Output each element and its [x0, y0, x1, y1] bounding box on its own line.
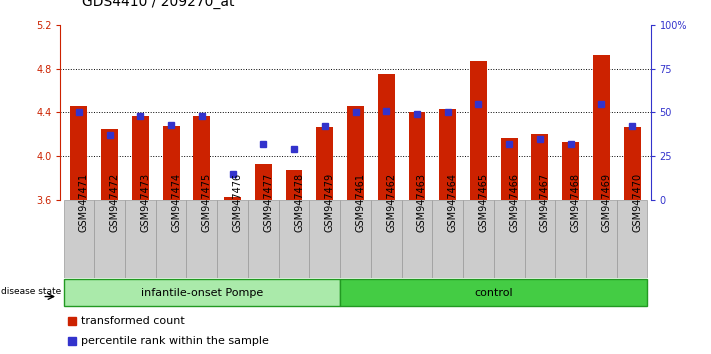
Bar [432, 200, 463, 278]
Text: percentile rank within the sample: percentile rank within the sample [81, 336, 269, 346]
Bar [378, 74, 395, 200]
Text: GSM947477: GSM947477 [263, 173, 273, 232]
Text: infantile-onset Pompe: infantile-onset Pompe [141, 288, 263, 298]
Bar [371, 200, 402, 278]
Bar [125, 200, 156, 278]
Bar [156, 200, 186, 278]
Bar [286, 170, 302, 200]
Bar [531, 134, 548, 200]
Bar [63, 279, 340, 307]
Text: GSM947470: GSM947470 [632, 173, 642, 232]
Text: GSM947461: GSM947461 [356, 173, 365, 232]
Bar [470, 61, 487, 200]
Bar [163, 126, 180, 200]
Text: GSM947467: GSM947467 [540, 173, 550, 232]
Bar [593, 56, 610, 200]
Bar [316, 127, 333, 200]
Bar [340, 200, 371, 278]
Text: GSM947474: GSM947474 [171, 173, 181, 232]
Bar [217, 200, 248, 278]
Text: GSM947476: GSM947476 [232, 173, 242, 232]
Bar [525, 200, 555, 278]
Bar [409, 112, 425, 200]
Text: GSM947468: GSM947468 [571, 173, 581, 232]
Text: disease state: disease state [1, 287, 61, 296]
Bar [101, 129, 118, 200]
Bar [70, 106, 87, 200]
Text: GSM947475: GSM947475 [202, 173, 212, 232]
Bar [340, 279, 648, 307]
Text: GSM947462: GSM947462 [386, 173, 396, 232]
Bar [63, 200, 95, 278]
Bar [402, 200, 432, 278]
Text: GSM947469: GSM947469 [602, 173, 611, 232]
Bar [555, 200, 586, 278]
Bar [624, 127, 641, 200]
Bar [279, 200, 309, 278]
Text: GSM947479: GSM947479 [325, 173, 335, 232]
Bar [132, 116, 149, 200]
Bar [95, 200, 125, 278]
Text: GSM947471: GSM947471 [79, 173, 89, 232]
Bar [562, 142, 579, 200]
Text: GDS4410 / 209270_at: GDS4410 / 209270_at [82, 0, 234, 9]
Bar [347, 106, 364, 200]
Bar [501, 138, 518, 200]
Text: GSM947465: GSM947465 [479, 173, 488, 232]
Bar [186, 200, 217, 278]
Text: transformed count: transformed count [81, 316, 185, 326]
Bar [255, 164, 272, 200]
Bar [309, 200, 340, 278]
Text: GSM947472: GSM947472 [109, 173, 119, 232]
Text: GSM947478: GSM947478 [294, 173, 304, 232]
Bar [586, 200, 616, 278]
Text: GSM947466: GSM947466 [509, 173, 519, 232]
Bar [248, 200, 279, 278]
Text: GSM947464: GSM947464 [448, 173, 458, 232]
Text: GSM947473: GSM947473 [140, 173, 150, 232]
Bar [439, 109, 456, 200]
Text: GSM947463: GSM947463 [417, 173, 427, 232]
Bar [463, 200, 494, 278]
Text: control: control [474, 288, 513, 298]
Bar [616, 200, 648, 278]
Bar [193, 116, 210, 200]
Bar [224, 197, 241, 200]
Bar [494, 200, 525, 278]
